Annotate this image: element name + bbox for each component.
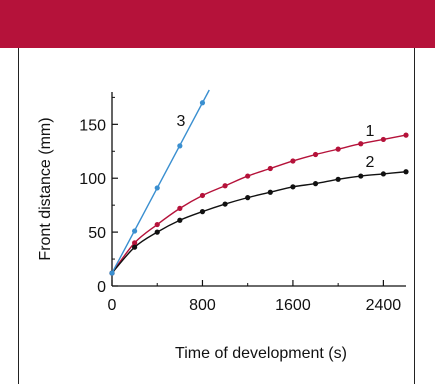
series-1: 1 [109,123,409,276]
y-tick-label: 0 [97,279,106,296]
data-point [267,189,273,195]
data-point [132,228,138,234]
y-tick-label: 50 [88,225,106,242]
data-point [199,100,206,106]
data-point [335,146,341,152]
data-point [380,136,386,143]
header-banner [0,0,435,48]
data-point [154,229,160,235]
data-point [245,195,251,201]
x-tick-label: 1600 [275,297,311,314]
data-point [290,158,296,164]
data-point [222,183,228,189]
figure-frame [18,48,415,384]
data-point [358,173,364,179]
data-point [177,143,183,149]
data-point [199,192,206,199]
x-tick-label: 0 [108,297,117,314]
data-point [109,270,115,276]
series-2: 2 [109,154,409,276]
data-point [403,132,409,138]
data-point [290,184,296,190]
data-point [335,176,341,182]
y-tick-label: 100 [79,171,106,188]
data-point [403,169,409,175]
chart-series: 1 2 3 [109,89,409,276]
series-label: 1 [366,123,375,140]
data-point [358,141,364,147]
data-point [312,181,319,187]
data-point [245,173,251,179]
y-axis-label: Front distance (mm) [37,117,54,260]
x-tick-label: 800 [189,297,216,314]
series-line [111,89,210,274]
series-line [111,134,407,274]
data-point [199,209,206,215]
data-point [177,217,183,223]
chart-ticks: 0 50 100 150 0 800 1600 2400 [79,96,402,314]
y-tick-label: 150 [79,117,106,134]
series-label: 2 [366,154,375,171]
data-point [154,221,160,228]
series-label: 3 [177,113,186,130]
data-point [312,151,319,158]
data-point [222,201,228,207]
data-point [132,240,138,246]
data-point [177,205,183,211]
x-tick-label: 2400 [366,297,402,314]
series-3: 3 [109,89,210,276]
data-point [380,171,386,177]
data-point [132,244,138,250]
x-axis-label: Time of development (s) [175,345,347,362]
data-point [267,165,273,172]
data-point [154,185,160,191]
